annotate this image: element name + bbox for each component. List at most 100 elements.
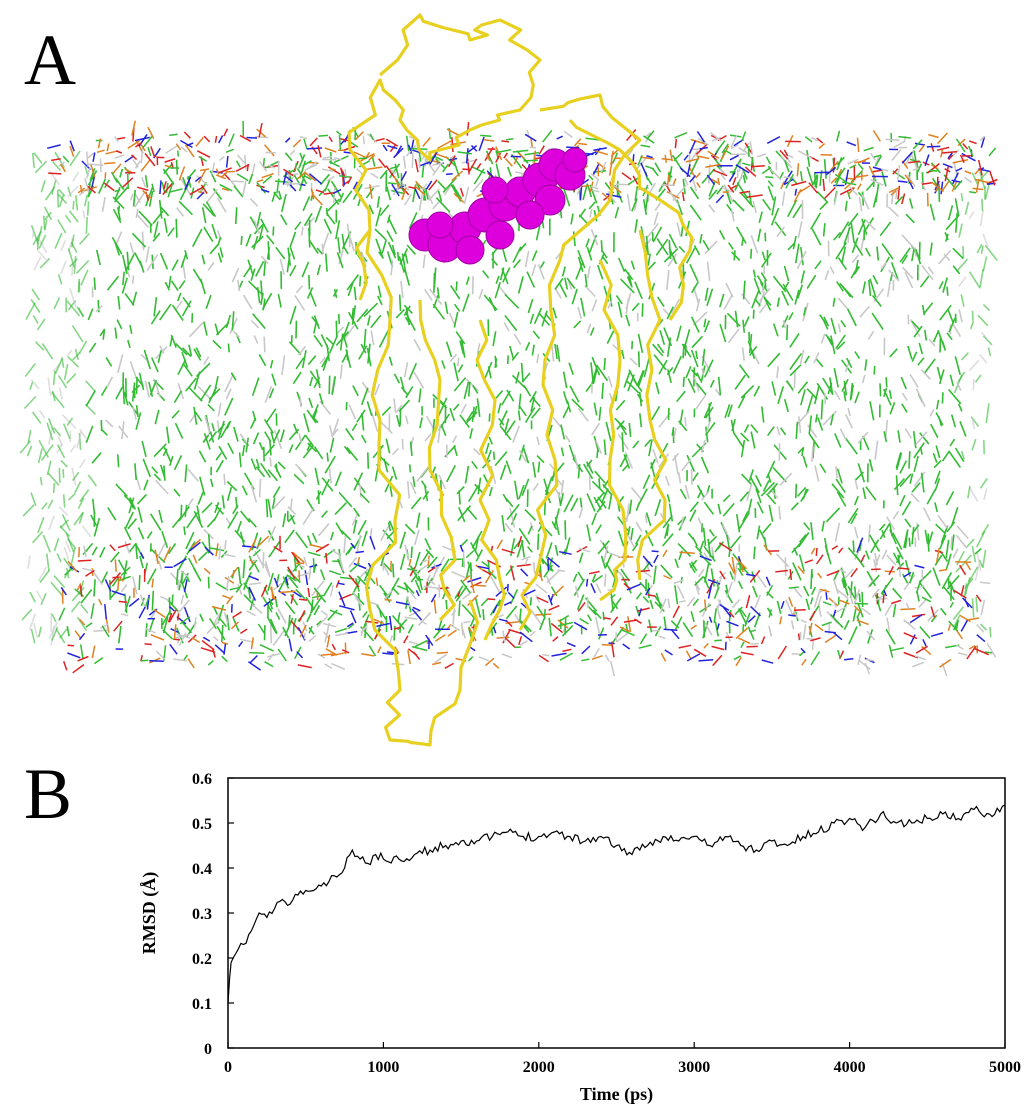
lipid-bond [594, 616, 601, 634]
lipid-bond [22, 504, 35, 517]
lipid-headgroup-bond [90, 603, 95, 619]
lipid-headgroup-bond [523, 159, 538, 162]
lipid-bond [339, 364, 343, 379]
lipid-headgroup-bond [749, 141, 754, 156]
lipid-headgroup-bond [515, 171, 525, 175]
lipid-bond [941, 450, 951, 462]
lipid-bond [306, 613, 312, 623]
lipid-bond [432, 201, 440, 210]
lipid-headgroup-bond [854, 160, 866, 164]
lipid-headgroup-bond [196, 175, 209, 186]
lipid-bond [695, 394, 707, 410]
lipid-headgroup-bond [523, 589, 536, 597]
lipid-bond [981, 198, 984, 212]
tick-marks [227, 777, 1006, 1049]
lipid-bond [723, 184, 734, 203]
lipid-bond [919, 570, 932, 583]
lipid-bond [440, 558, 450, 572]
lipid-headgroup-bond [710, 132, 722, 142]
lipid-bond [946, 286, 949, 296]
rmsd-series-line [227, 804, 1006, 1004]
lipid-bond [936, 399, 940, 410]
lipid-bond [390, 260, 394, 276]
lipid-bond [468, 484, 480, 503]
lipid-bond [947, 205, 954, 221]
lipid-bond [644, 514, 648, 524]
lipid-headgroup-bond [404, 193, 413, 206]
lipid-bond [379, 204, 390, 217]
lipid-headgroup-bond [532, 153, 536, 166]
lipid-bond [831, 483, 845, 499]
lipid-bond [853, 526, 859, 539]
lipid-headgroup-bond [741, 131, 747, 141]
lipid-bond [971, 545, 977, 563]
lipid-headgroup-bond [640, 144, 651, 148]
lipid-headgroup-bond [191, 637, 201, 644]
lipid-bond [594, 491, 605, 504]
lipid-headgroup-bond [306, 147, 323, 150]
lipid-headgroup-bond [330, 651, 346, 657]
lipid-bond [30, 225, 39, 245]
lipid-bond [137, 527, 145, 540]
lipid-bond [279, 258, 285, 275]
lipid-headgroup-bond [914, 564, 925, 569]
lipid-headgroup-bond [432, 162, 444, 167]
lipid-headgroup-bond [848, 590, 854, 605]
lipid-headgroup-bond [324, 147, 337, 153]
lipid-bond [868, 459, 874, 472]
lipid-bond [768, 609, 773, 618]
lipid-bond [703, 318, 707, 328]
lipid-headgroup-bond [739, 608, 747, 618]
lipid-bond [592, 609, 602, 619]
lipid-bond [239, 510, 251, 523]
lipid-bond [792, 562, 802, 581]
lipid-bond [414, 579, 422, 594]
lipid-bond [473, 447, 481, 456]
lipid-headgroup-bond [662, 549, 668, 557]
lipid-headgroup-bond [562, 648, 572, 653]
lipid-bond [453, 303, 461, 312]
lipid-bond [199, 613, 205, 622]
lipid-bond [438, 474, 446, 490]
lipid-headgroup-bond [724, 149, 732, 155]
lipid-headgroup-bond [382, 652, 394, 656]
lipid-bilayer [19, 120, 998, 677]
lipid-headgroup-bond [433, 563, 439, 572]
lipid-headgroup-bond [788, 596, 794, 607]
lipid-bond [209, 243, 220, 255]
lipid-bond [323, 218, 332, 234]
lipid-bond [336, 252, 344, 269]
lipid-bond [186, 511, 199, 529]
lipid-bond [375, 238, 384, 257]
lipid-bond [145, 623, 148, 638]
lipid-headgroup-bond [591, 654, 603, 661]
lipid-headgroup-bond [223, 643, 227, 655]
lipid-bond [764, 279, 767, 288]
lipid-bond [239, 433, 248, 444]
lipid-headgroup-bond [329, 585, 334, 597]
lipid-bond [968, 211, 975, 220]
lipid-bond [678, 245, 686, 253]
lipid-headgroup-bond [397, 585, 408, 591]
lipid-bond [471, 460, 478, 470]
lipid-bond [950, 414, 957, 428]
lipid-bond [523, 384, 532, 397]
lipid-bond [308, 397, 314, 409]
lipid-bond [739, 191, 755, 208]
lipid-bond [218, 445, 228, 460]
lipid-headgroup-bond [885, 138, 900, 141]
lipid-bond [586, 459, 593, 467]
lipid-headgroup-bond [749, 629, 756, 633]
lipid-bond [210, 478, 214, 488]
lipid-bond [60, 460, 68, 468]
lipid-bond [802, 585, 810, 597]
lipid-bond [748, 469, 754, 481]
lipid-bond [902, 266, 914, 279]
lipid-bond [260, 218, 269, 233]
lipid-headgroup-bond [864, 662, 871, 675]
lipid-headgroup-bond [750, 165, 765, 168]
lipid-bond [911, 482, 921, 493]
lipid-headgroup-bond [139, 594, 146, 608]
lipid-bond [54, 232, 63, 249]
lipid-bond [852, 540, 855, 553]
